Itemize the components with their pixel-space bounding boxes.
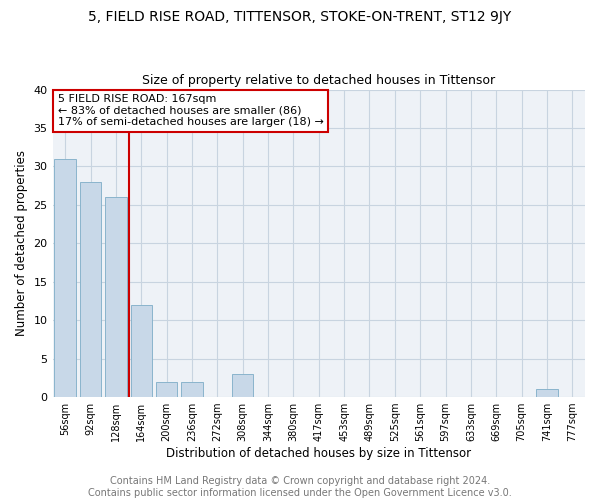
Y-axis label: Number of detached properties: Number of detached properties — [15, 150, 28, 336]
X-axis label: Distribution of detached houses by size in Tittensor: Distribution of detached houses by size … — [166, 447, 472, 460]
Bar — [536, 390, 558, 397]
Bar — [55, 158, 76, 397]
Text: 5 FIELD RISE ROAD: 167sqm
← 83% of detached houses are smaller (86)
17% of semi-: 5 FIELD RISE ROAD: 167sqm ← 83% of detac… — [58, 94, 324, 128]
Bar — [232, 374, 253, 397]
Bar — [105, 197, 127, 397]
Bar — [80, 182, 101, 397]
Bar — [156, 382, 178, 397]
Bar — [181, 382, 203, 397]
Text: Contains HM Land Registry data © Crown copyright and database right 2024.
Contai: Contains HM Land Registry data © Crown c… — [88, 476, 512, 498]
Text: 5, FIELD RISE ROAD, TITTENSOR, STOKE-ON-TRENT, ST12 9JY: 5, FIELD RISE ROAD, TITTENSOR, STOKE-ON-… — [88, 10, 512, 24]
Bar — [131, 305, 152, 397]
Title: Size of property relative to detached houses in Tittensor: Size of property relative to detached ho… — [142, 74, 496, 87]
